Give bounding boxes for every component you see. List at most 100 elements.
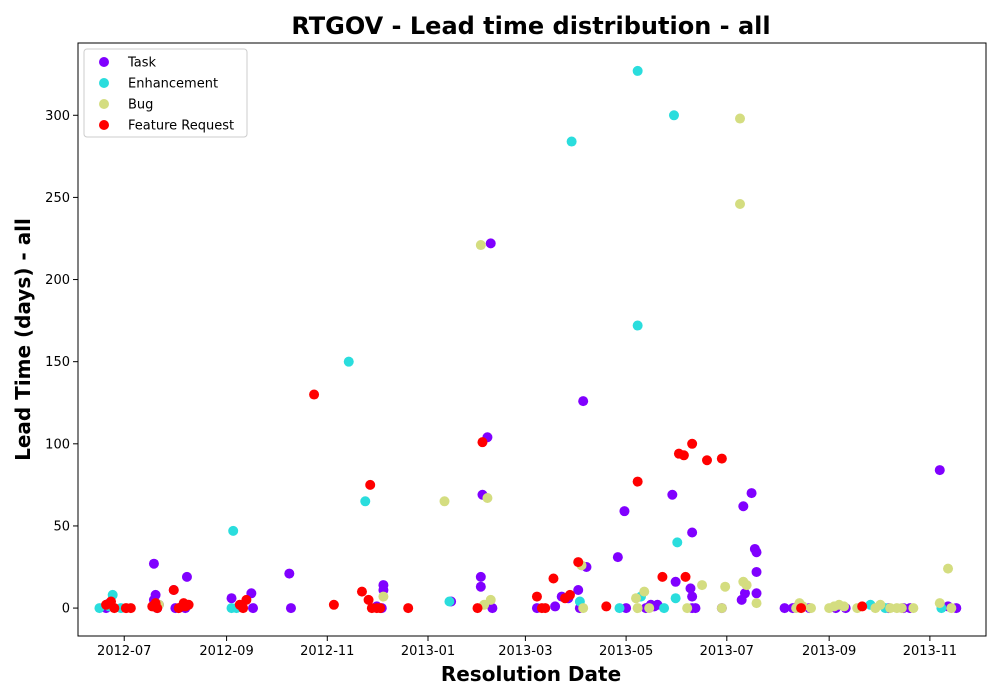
x-tick-label: 2012-11 [300, 644, 354, 659]
data-point [690, 603, 701, 614]
data-point [365, 479, 376, 490]
data-point [632, 320, 643, 331]
data-point [168, 585, 179, 596]
data-point [738, 501, 749, 512]
data-point [477, 437, 488, 448]
data-point [343, 356, 354, 367]
data-point [181, 571, 192, 582]
data-point [482, 493, 493, 504]
data-point [125, 603, 136, 614]
data-point [741, 580, 752, 591]
data-point [680, 571, 691, 582]
legend-item: Enhancement [99, 77, 218, 92]
data-point [934, 598, 945, 609]
data-point [670, 593, 681, 604]
data-point [946, 603, 957, 614]
data-point [109, 603, 120, 614]
series-task [101, 238, 962, 614]
data-point [687, 527, 698, 538]
data-point [439, 496, 450, 507]
data-point [578, 396, 589, 407]
data-point [735, 198, 746, 209]
data-point [857, 601, 868, 612]
y-tick-label: 200 [45, 273, 70, 288]
y-tick-label: 150 [45, 355, 70, 370]
data-point [875, 599, 886, 610]
legend: Task Enhancement Bug Feature Request [83, 48, 248, 138]
data-point [739, 588, 750, 599]
data-point [475, 571, 486, 582]
legend-item: Task [99, 56, 157, 71]
data-point [735, 113, 746, 124]
data-point [152, 603, 163, 614]
data-point [475, 240, 486, 251]
data-point [644, 603, 655, 614]
data-point [631, 593, 642, 604]
data-point [670, 576, 681, 587]
data-point [839, 601, 850, 612]
data-point [284, 568, 295, 579]
x-tick-label: 2013-09 [802, 644, 856, 659]
x-tick-label: 2013-01 [401, 644, 455, 659]
data-point [573, 557, 584, 568]
data-point [566, 136, 577, 147]
data-point [601, 601, 612, 612]
data-point [564, 589, 575, 600]
y-tick-label: 100 [45, 437, 70, 452]
legend-item: Bug [99, 98, 153, 113]
data-point [485, 238, 496, 249]
x-axis-label: Resolution Date [441, 662, 621, 686]
data-point [228, 525, 239, 536]
data-point [238, 603, 249, 614]
data-point [806, 603, 816, 614]
y-tick-label: 0 [62, 602, 70, 617]
data-point [444, 596, 455, 607]
data-point [716, 453, 727, 464]
data-point [632, 65, 643, 76]
data-point [682, 603, 693, 614]
data-point [796, 603, 807, 614]
x-tick-label: 2012-07 [97, 644, 151, 659]
data-point [475, 581, 486, 592]
legend-label: Bug [128, 98, 153, 113]
data-point [183, 599, 194, 610]
data-point [472, 603, 483, 614]
legend-frame [83, 48, 248, 138]
y-tick-label: 300 [45, 109, 70, 124]
data-point [751, 588, 762, 599]
data-point [659, 603, 670, 614]
data-point [657, 571, 668, 582]
data-point [356, 586, 367, 597]
data-point [403, 603, 414, 614]
data-point [720, 581, 731, 592]
series-enhancement [94, 65, 947, 614]
data-point [934, 465, 945, 476]
legend-label: Enhancement [128, 77, 218, 92]
x-tick-label: 2013-11 [903, 644, 957, 659]
chart-title: RTGOV - Lead time distribution - all [291, 12, 770, 40]
y-tick-label: 250 [45, 191, 70, 206]
data-point [779, 603, 790, 614]
data-point [148, 558, 159, 569]
x-tick-label: 2013-05 [599, 644, 653, 659]
legend-marker [99, 57, 109, 67]
data-point [378, 591, 389, 602]
x-tick-label: 2013-03 [498, 644, 552, 659]
plot-frame [77, 42, 987, 637]
data-point [241, 594, 252, 605]
x-tick-label: 2012-09 [199, 644, 253, 659]
data-point [248, 603, 258, 614]
data-point [716, 603, 727, 614]
data-point [685, 583, 696, 594]
data-point [226, 593, 237, 604]
legend-item: Feature Request [99, 119, 234, 134]
data-point [632, 476, 643, 487]
data-point [328, 599, 339, 610]
data-point [751, 566, 762, 577]
data-point [375, 603, 386, 614]
y-axis-label: Lead Time (days) - all [11, 218, 35, 461]
legend-label: Feature Request [128, 119, 234, 134]
data-point [678, 450, 689, 461]
data-point [751, 598, 762, 609]
